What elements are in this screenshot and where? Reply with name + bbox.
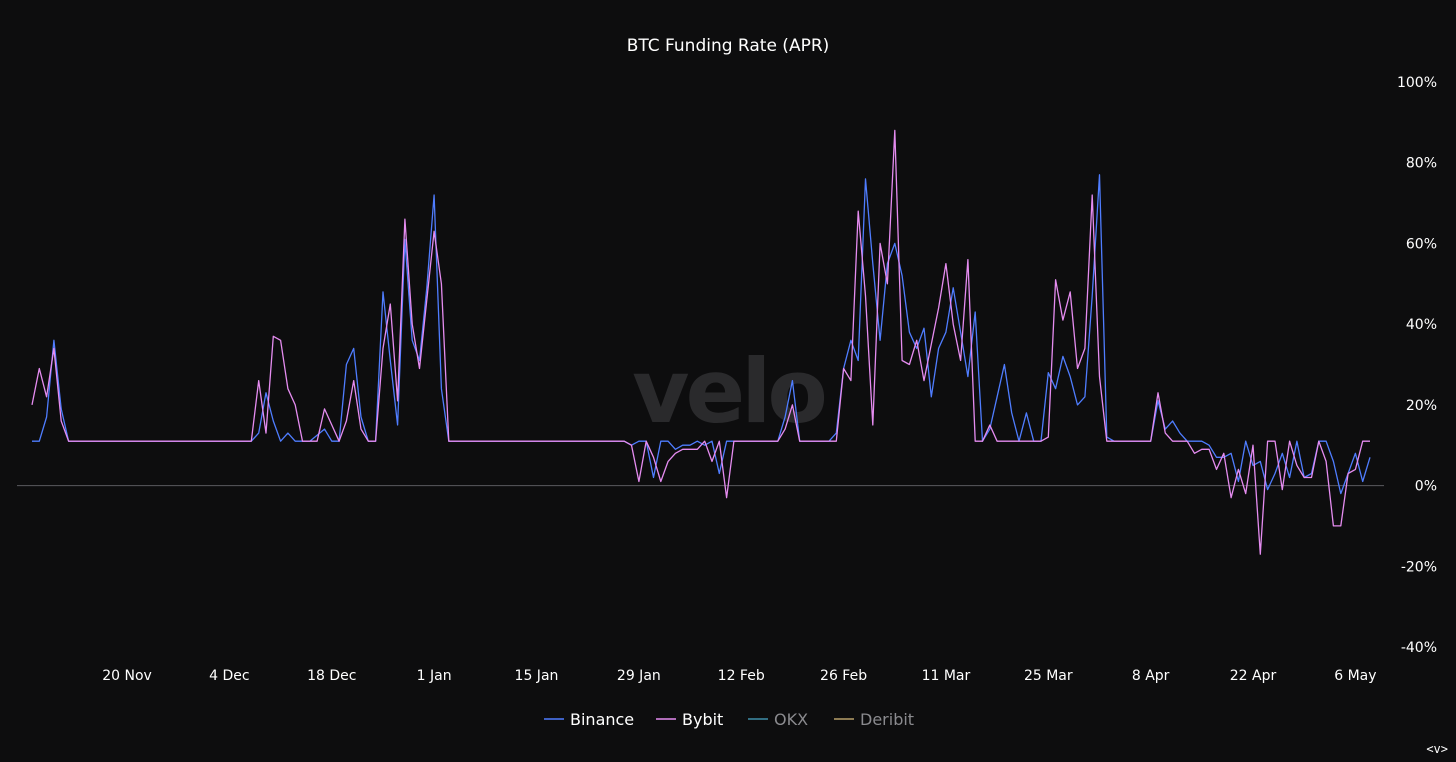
legend-label: Bybit (682, 710, 723, 729)
chart-menu-toggle[interactable]: <v> (1426, 742, 1448, 756)
x-tick-label: 26 Feb (820, 668, 867, 684)
x-tick-label: 29 Jan (617, 668, 661, 684)
legend-item-binance[interactable]: Binance (544, 710, 634, 729)
x-axis: 20 Nov 4 Dec 18 Dec 1 Jan 15 Jan 29 Jan 12 Feb… (102, 668, 1376, 684)
velo-watermark: velo (632, 340, 824, 443)
y-tick-label: 40% (1406, 317, 1437, 333)
y-axis: 100% 80% 60% 40% 20% 0% -20% -40% (1397, 75, 1437, 656)
x-tick-label: 8 Apr (1132, 668, 1170, 684)
legend-item-bybit[interactable]: Bybit (656, 710, 723, 729)
x-tick-label: 4 Dec (209, 668, 249, 684)
y-tick-label: 0% (1415, 479, 1437, 495)
legend-label: OKX (774, 710, 808, 729)
y-tick-label: 100% (1397, 75, 1437, 91)
y-tick-label: 60% (1406, 236, 1437, 252)
series-line-bybit (31, 129, 1370, 555)
x-tick-label: 11 Mar (922, 668, 971, 684)
chart-title: BTC Funding Rate (APR) (627, 36, 830, 56)
legend: Binance Bybit OKX Deribit (544, 710, 914, 729)
series-lines (31, 129, 1371, 555)
x-tick-label: 12 Feb (718, 668, 765, 684)
legend-item-okx[interactable]: OKX (748, 710, 808, 729)
y-tick-label: -40% (1401, 640, 1437, 656)
x-tick-label: 1 Jan (417, 668, 452, 684)
series-line-binance (32, 174, 1371, 495)
legend-label: Deribit (860, 710, 914, 729)
x-tick-label: 15 Jan (515, 668, 559, 684)
legend-label: Binance (570, 710, 634, 729)
y-tick-label: 20% (1406, 398, 1437, 414)
x-tick-label: 22 Apr (1230, 668, 1277, 684)
legend-item-deribit[interactable]: Deribit (834, 710, 914, 729)
x-tick-label: 20 Nov (102, 668, 152, 684)
y-tick-label: 80% (1406, 156, 1437, 172)
y-tick-label: -20% (1401, 559, 1437, 575)
x-tick-label: 18 Dec (307, 668, 356, 684)
x-tick-label: 25 Mar (1024, 668, 1073, 684)
x-tick-label: 6 May (1334, 668, 1376, 684)
